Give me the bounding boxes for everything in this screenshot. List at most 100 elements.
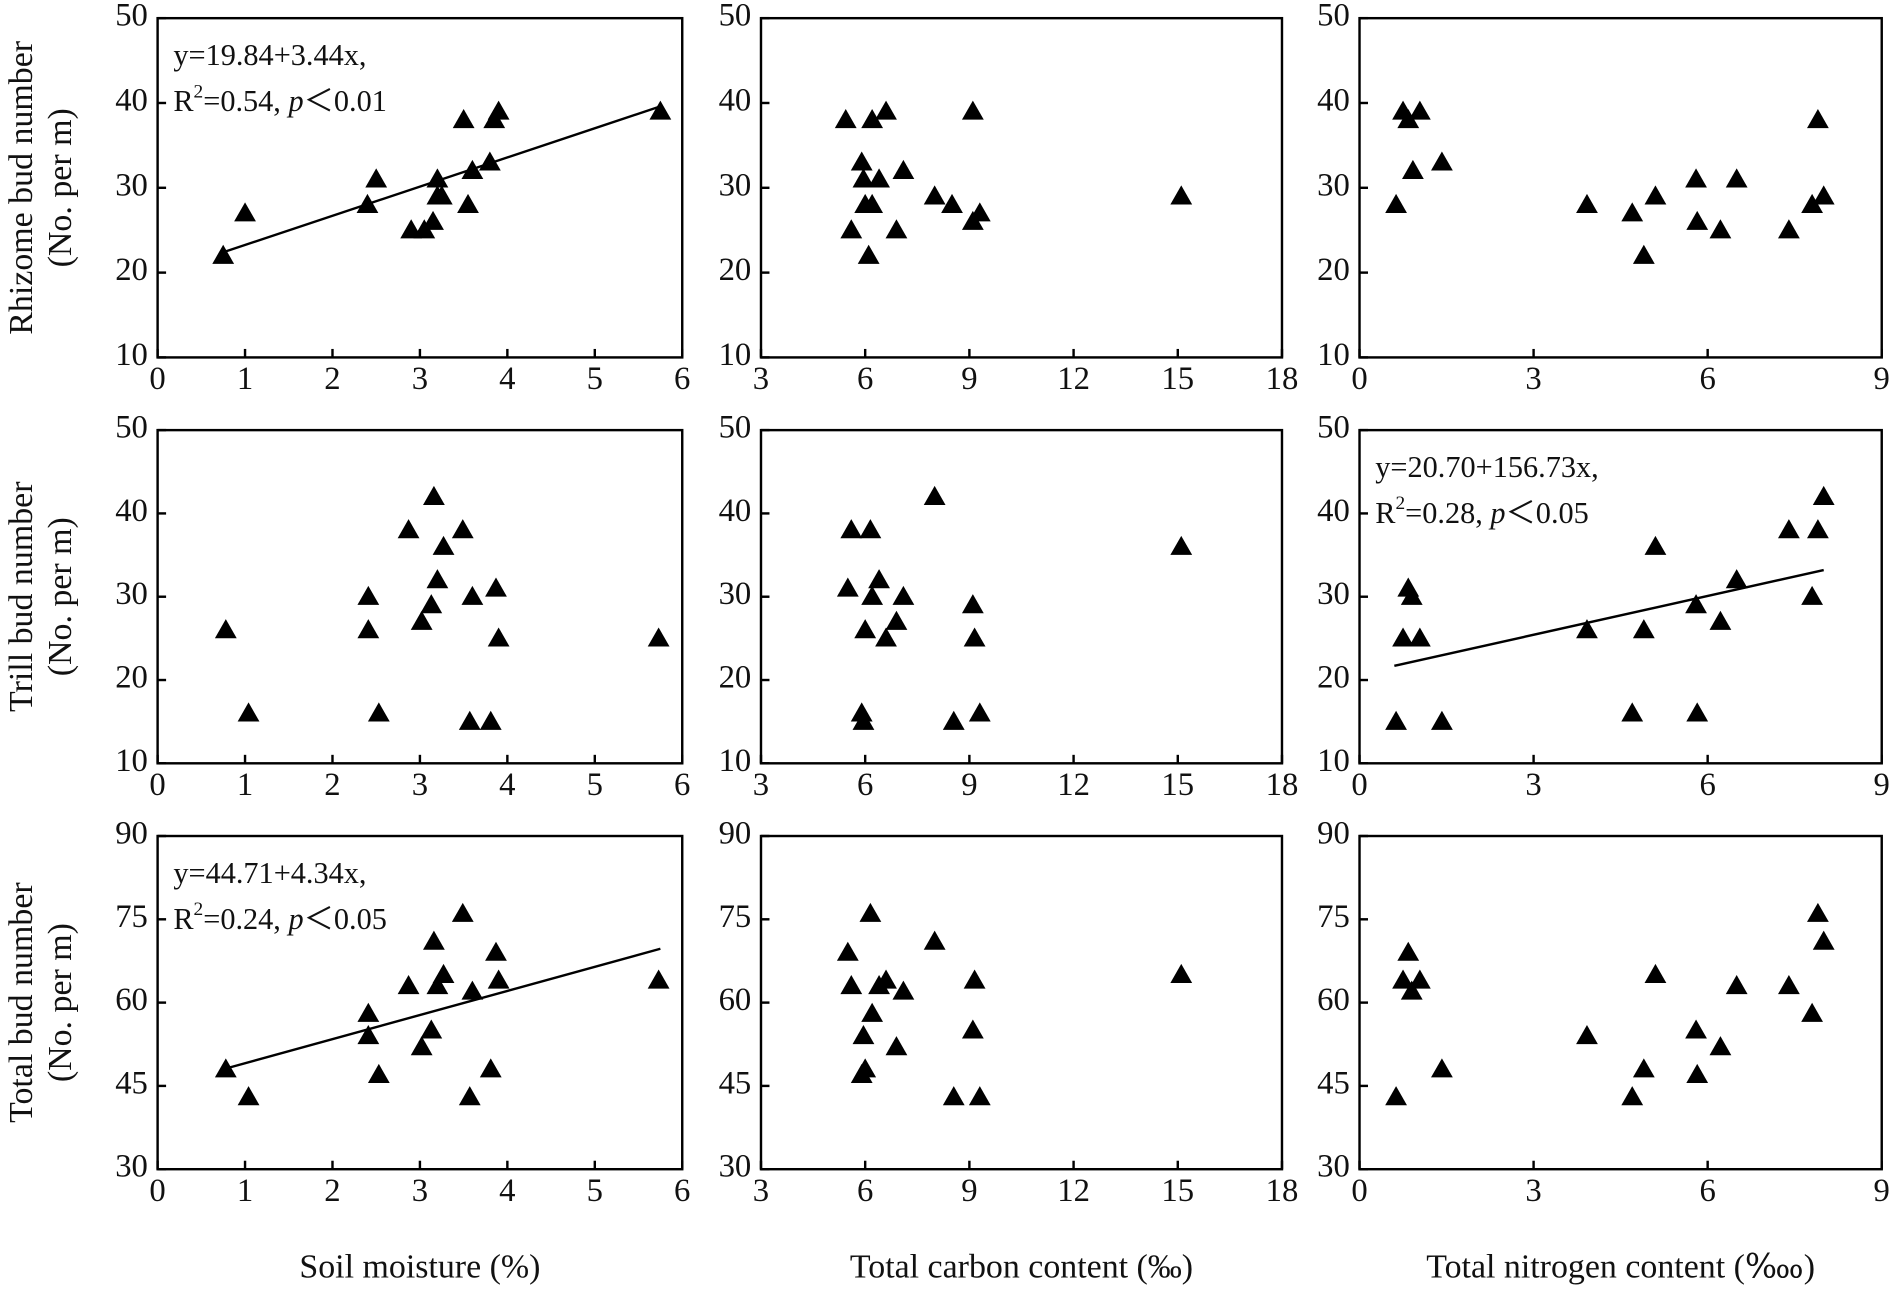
annotation-part: ＜0.05: [304, 902, 387, 936]
data-point: [1397, 941, 1420, 961]
data-point: [1777, 519, 1800, 539]
x-tick-label: 2: [324, 1173, 340, 1209]
data-point: [1709, 610, 1732, 630]
data-point: [923, 930, 946, 950]
y-tick-label: 10: [719, 743, 752, 779]
annotation-part: R: [1375, 496, 1396, 530]
x-tick-label: 2: [324, 767, 340, 803]
data-point: [357, 619, 380, 639]
x-tick-label: 6: [1699, 767, 1715, 803]
data-point: [1685, 1019, 1707, 1039]
y-axis-label: (No. per m): [42, 108, 79, 267]
y-tick-label: 10: [1317, 337, 1350, 373]
data-point: [458, 1086, 481, 1106]
data-point: [234, 202, 256, 222]
data-point: [1777, 975, 1800, 995]
y-tick-label: 30: [719, 1149, 752, 1185]
data-point: [854, 619, 877, 639]
y-tick-label: 30: [719, 167, 752, 203]
data-point: [1806, 519, 1829, 539]
data-point: [397, 519, 420, 539]
y-tick-label: 45: [1317, 1065, 1350, 1101]
y-tick-label: 10: [115, 337, 148, 373]
y-tick-label: 30: [1317, 576, 1350, 612]
data-point: [479, 710, 502, 730]
data-point: [367, 702, 390, 722]
data-point: [461, 980, 484, 1000]
data-point: [1801, 193, 1824, 213]
x-tick-label: 9: [1874, 1173, 1890, 1209]
plot-frame: [156, 428, 684, 765]
x-tick-label: 12: [1057, 1173, 1090, 1209]
data-point: [836, 577, 859, 597]
y-tick-label: 75: [719, 899, 752, 935]
y-tick-label: 40: [115, 82, 148, 118]
data-point: [861, 585, 884, 605]
data-point: [1402, 159, 1424, 180]
data-point: [214, 619, 237, 639]
data-point: [485, 577, 507, 597]
data-point: [1812, 185, 1835, 205]
data-point: [1408, 969, 1431, 989]
data-point: [961, 100, 984, 120]
data-point: [861, 193, 884, 213]
fit-line: [1394, 568, 1824, 668]
data-point: [1431, 1058, 1453, 1078]
x-axis-label: Total carbon content (‰): [850, 1249, 1193, 1286]
x-tick-label: 6: [674, 767, 690, 803]
x-tick-label: 4: [499, 361, 515, 397]
data-point: [1400, 980, 1423, 1000]
x-tick-label: 3: [753, 767, 769, 803]
data-point: [357, 1025, 380, 1045]
data-point: [834, 109, 857, 129]
x-tick-label: 9: [961, 361, 977, 397]
fit-line: [222, 947, 661, 1071]
annotation-stat: R2=0.28, p＜0.05: [1375, 494, 1589, 530]
x-tick-label: 1: [237, 1173, 253, 1209]
data-point: [1392, 627, 1414, 647]
data-point: [968, 1086, 991, 1106]
annotation-stat: R2=0.24, p＜0.05: [173, 900, 387, 936]
data-point: [836, 941, 859, 961]
data-point: [941, 193, 963, 213]
y-tick-label: 60: [115, 982, 148, 1018]
x-tick-label: 1: [237, 767, 253, 803]
x-tick-label: 6: [1699, 1173, 1715, 1209]
y-tick-label: 50: [115, 0, 148, 34]
y-tick-label: 40: [1317, 493, 1350, 529]
x-tick-label: 3: [412, 361, 428, 397]
x-tick-label: 3: [753, 1173, 769, 1209]
plot-frame: [1358, 834, 1883, 1171]
data-point: [1408, 627, 1431, 647]
annotation-part: ＜0.01: [304, 84, 387, 118]
annotation-equation: y=19.84+3.44x,: [173, 38, 366, 72]
y-tick-label: 20: [1317, 660, 1350, 696]
data-point: [852, 710, 875, 730]
x-tick-label: 4: [499, 767, 515, 803]
x-tick-label: 18: [1266, 767, 1299, 803]
data-point: [487, 969, 510, 989]
data-point: [1632, 244, 1655, 264]
x-tick-label: 12: [1057, 361, 1090, 397]
y-tick-label: 10: [1317, 743, 1350, 779]
plot-frame: [759, 834, 1284, 1171]
y-tick-label: 50: [115, 410, 148, 446]
data-point: [420, 1019, 443, 1039]
annotation-stat: R2=0.54, p＜0.01: [173, 82, 387, 118]
y-tick-label: 75: [115, 899, 148, 935]
x-tick-label: 0: [149, 361, 165, 397]
annotation-part: ＜0.05: [1506, 496, 1589, 530]
annotation-part: =0.24,: [203, 902, 288, 936]
x-tick-label: 9: [1874, 361, 1890, 397]
x-tick-label: 5: [587, 767, 603, 803]
x-tick-label: 2: [324, 361, 340, 397]
data-point: [1801, 1002, 1824, 1022]
annotation-part: R: [173, 902, 194, 936]
y-tick-label: 30: [115, 576, 148, 612]
y-axis-label: (No. per m): [42, 923, 79, 1082]
y-tick-label: 30: [115, 167, 148, 203]
data-point: [1685, 594, 1707, 614]
y-tick-label: 20: [1317, 252, 1350, 288]
y-tick-label: 75: [1317, 899, 1350, 935]
